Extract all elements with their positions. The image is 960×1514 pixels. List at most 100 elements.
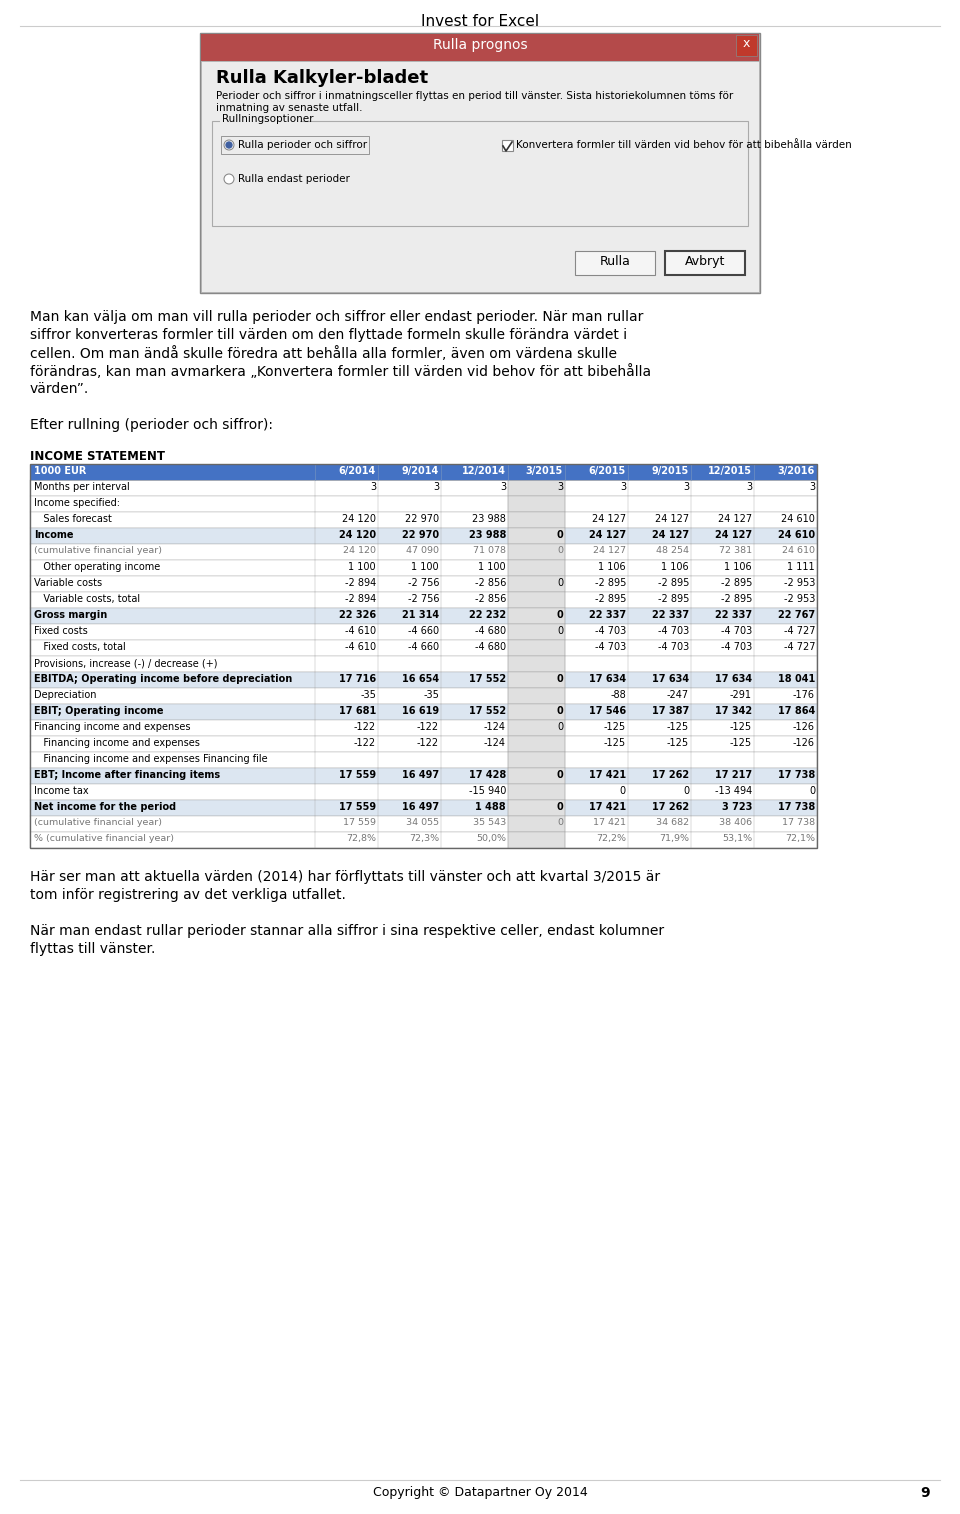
Text: Copyright © Datapartner Oy 2014: Copyright © Datapartner Oy 2014 [372, 1487, 588, 1499]
Text: Rulla prognos: Rulla prognos [433, 38, 527, 51]
Text: -15 940: -15 940 [468, 786, 506, 796]
Text: 9/2014: 9/2014 [401, 466, 439, 475]
Text: 17 421: 17 421 [593, 818, 626, 827]
Text: 22 326: 22 326 [339, 610, 376, 621]
Text: 17 262: 17 262 [652, 771, 689, 780]
Text: 0: 0 [556, 706, 563, 716]
Text: 0: 0 [557, 547, 563, 556]
Bar [508, 768, 565, 784]
Text: -4 727: -4 727 [783, 642, 815, 653]
Text: -126: -126 [793, 737, 815, 748]
Circle shape [224, 174, 234, 185]
Text: -2 894: -2 894 [345, 593, 376, 604]
Bar [508, 624, 565, 640]
Text: 16 619: 16 619 [402, 706, 439, 716]
Text: -125: -125 [667, 722, 689, 731]
Bar [30, 784, 817, 799]
Text: -2 895: -2 895 [721, 578, 752, 587]
Text: -125: -125 [604, 737, 626, 748]
Text: 1 111: 1 111 [787, 562, 815, 572]
Text: 17 342: 17 342 [715, 706, 752, 716]
Text: 12/2014: 12/2014 [462, 466, 506, 475]
Bar [201, 33, 759, 61]
Text: 1 106: 1 106 [725, 562, 752, 572]
Circle shape [224, 139, 234, 150]
Text: -2 953: -2 953 [783, 593, 815, 604]
Text: % (cumulative financial year): % (cumulative financial year) [34, 834, 174, 843]
Bar [200, 33, 760, 294]
Bar [30, 704, 817, 721]
Text: -2 953: -2 953 [783, 578, 815, 587]
Text: 9/2015: 9/2015 [652, 466, 689, 475]
Circle shape [226, 142, 232, 148]
Text: Man kan välja om man vill rulla perioder och siffror eller endast perioder. När : Man kan välja om man vill rulla perioder… [30, 310, 643, 324]
Text: 72 381: 72 381 [719, 547, 752, 556]
Bar [508, 672, 565, 687]
Text: -2 756: -2 756 [407, 578, 439, 587]
Text: 17 552: 17 552 [468, 674, 506, 684]
Text: 22 337: 22 337 [715, 610, 752, 621]
Text: 72,8%: 72,8% [346, 834, 376, 843]
Text: x: x [742, 36, 750, 50]
Bar [508, 799, 565, 816]
Text: tom inför registrering av det verkliga utfallet.: tom inför registrering av det verkliga u… [30, 889, 346, 902]
Text: -4 610: -4 610 [345, 625, 376, 636]
Text: -291: -291 [730, 690, 752, 699]
Text: 18 041: 18 041 [778, 674, 815, 684]
Text: EBITDA; Operating income before depreciation: EBITDA; Operating income before deprecia… [34, 674, 292, 684]
Text: 1 106: 1 106 [661, 562, 689, 572]
Text: 1 488: 1 488 [475, 802, 506, 812]
Text: siffror konverteras formler till värden om den flyttade formeln skulle förändra : siffror konverteras formler till värden … [30, 329, 627, 342]
Bar [508, 736, 565, 752]
Text: 24 120: 24 120 [339, 530, 376, 540]
Bar [30, 497, 817, 512]
Text: -4 727: -4 727 [783, 625, 815, 636]
Text: 1000 EUR: 1000 EUR [34, 466, 86, 475]
Text: 34 055: 34 055 [406, 818, 439, 827]
Text: värden”.: värden”. [30, 382, 89, 397]
Text: -2 895: -2 895 [658, 578, 689, 587]
Text: 3: 3 [809, 481, 815, 492]
Text: Months per interval: Months per interval [34, 481, 130, 492]
Text: Invest for Excel: Invest for Excel [420, 14, 540, 29]
Text: -4 680: -4 680 [475, 642, 506, 653]
Bar [30, 528, 817, 544]
Bar [30, 463, 817, 480]
Bar [221, 136, 369, 154]
Text: 17 559: 17 559 [339, 771, 376, 780]
Text: 17 552: 17 552 [468, 706, 506, 716]
Text: Rullningsoptioner: Rullningsoptioner [222, 114, 314, 124]
Text: 17 634: 17 634 [588, 674, 626, 684]
Text: -126: -126 [793, 722, 815, 731]
Text: EBT; Income after financing items: EBT; Income after financing items [34, 771, 220, 780]
Text: 24 127: 24 127 [593, 547, 626, 556]
Bar [220, 117, 300, 126]
Text: 24 610: 24 610 [781, 513, 815, 524]
Bar [30, 799, 817, 816]
Text: Fixed costs: Fixed costs [34, 625, 87, 636]
Bar [665, 251, 745, 276]
Text: 3: 3 [370, 481, 376, 492]
Bar [30, 544, 817, 560]
Text: Financing income and expenses Financing file: Financing income and expenses Financing … [34, 754, 268, 765]
Text: Depreciation: Depreciation [34, 690, 97, 699]
Bar [30, 640, 817, 656]
Text: 0: 0 [809, 786, 815, 796]
Text: förändras, kan man avmarkera „Konvertera formler till värden vid behov för att b: förändras, kan man avmarkera „Konvertera… [30, 363, 651, 378]
Text: Financing income and expenses: Financing income and expenses [34, 737, 200, 748]
Text: -4 703: -4 703 [595, 642, 626, 653]
Text: 72,3%: 72,3% [409, 834, 439, 843]
Text: 3: 3 [433, 481, 439, 492]
Text: 0: 0 [556, 771, 563, 780]
Text: 17 738: 17 738 [778, 802, 815, 812]
Bar [508, 512, 565, 528]
Text: Income tax: Income tax [34, 786, 88, 796]
Bar [736, 35, 757, 56]
Text: 24 127: 24 127 [715, 530, 752, 540]
Text: (cumulative financial year): (cumulative financial year) [34, 547, 162, 556]
Text: 17 681: 17 681 [339, 706, 376, 716]
Bar [502, 139, 513, 151]
Bar [508, 687, 565, 704]
Text: 24 610: 24 610 [782, 547, 815, 556]
Bar [508, 480, 565, 497]
